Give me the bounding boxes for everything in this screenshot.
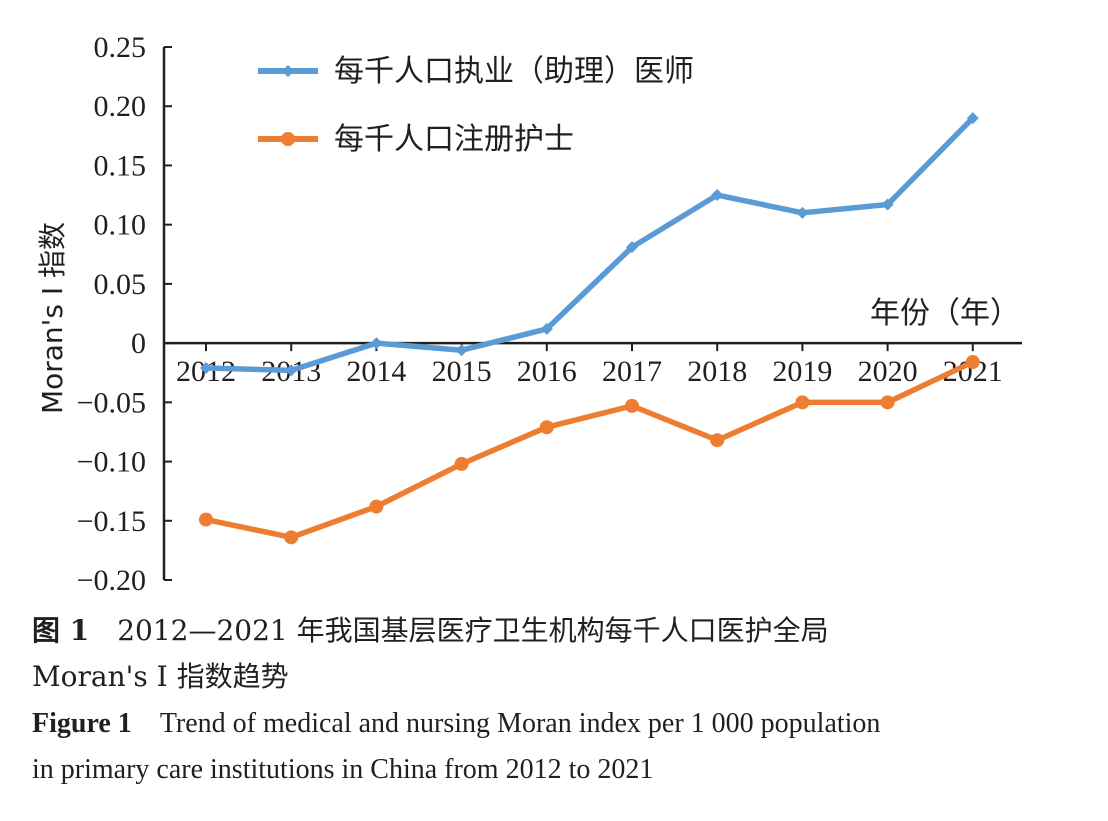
data-point <box>454 456 469 471</box>
data-point <box>711 189 724 202</box>
data-point <box>369 499 384 514</box>
series-nurses <box>199 355 980 545</box>
data-point <box>965 355 980 370</box>
series-line <box>203 115 976 374</box>
series-line <box>203 359 976 541</box>
series-layer <box>199 112 980 545</box>
data-point <box>199 512 213 527</box>
y-tick-label: 0.15 <box>94 149 147 182</box>
caption-en-line-1: Trend of medical and nursing Moran index… <box>159 708 881 739</box>
data-point <box>880 395 895 410</box>
data-point <box>370 337 383 350</box>
data-point <box>625 398 639 413</box>
y-axis: 0.25 0.20 0.15 0.10 0.05 0 −0.05 −0.10 −0.15 −0.2… <box>77 31 172 597</box>
data-point <box>200 361 212 374</box>
y-tick-label: −0.10 <box>77 446 146 479</box>
caption-figure-label-cn: 图 1 <box>32 614 90 647</box>
data-point <box>881 198 894 211</box>
data-point <box>626 241 638 254</box>
series-physicians <box>200 112 979 377</box>
y-tick-label: 0.25 <box>94 31 147 64</box>
y-tick-label: 0 <box>131 327 146 360</box>
caption-cn-line-2: Moran's I 指数趋势 <box>32 660 289 693</box>
x-tick-label: 2016 <box>517 355 577 388</box>
data-point <box>710 433 725 448</box>
data-point <box>539 420 554 435</box>
x-tick-label: 2019 <box>772 355 832 388</box>
y-tick-label: 0.05 <box>94 268 147 301</box>
legend: 每千人口执业（助理）医师 每千人口注册护士 <box>258 54 694 157</box>
y-tick-label: −0.15 <box>77 505 146 538</box>
legend-item-nurses: 每千人口注册护士 <box>258 122 574 157</box>
y-tick-label: 0.20 <box>94 90 147 123</box>
y-tick-label: −0.20 <box>77 564 146 597</box>
data-point <box>796 206 809 219</box>
caption-cn-line-1: 2012—2021 年我国基层医疗卫生机构每千人口医护全局 <box>117 614 829 647</box>
data-point <box>284 530 299 545</box>
data-point <box>795 395 810 410</box>
x-axis: 2012201320142015201620172018201920202021 <box>164 341 1022 388</box>
legend-label-nurses: 每千人口注册护士 <box>334 122 574 157</box>
legend-marker-physicians <box>282 65 294 77</box>
data-point <box>285 364 298 377</box>
x-tick-label: 2014 <box>346 355 406 388</box>
data-point <box>455 344 468 357</box>
y-tick-label: 0.10 <box>94 209 147 242</box>
x-tick-label: 2018 <box>687 355 747 388</box>
caption-figure-label-en: Figure 1 <box>32 708 132 739</box>
line-chart: 0.25 0.20 0.15 0.10 0.05 0 −0.05 −0.10 −0.15 −0.2… <box>36 31 1022 597</box>
caption-en-line-2: in primary care institutions in China fr… <box>32 754 654 785</box>
figure-caption-english: Figure 1 Trend of medical and nursing Mor… <box>32 701 880 793</box>
data-point <box>966 112 979 125</box>
x-tick-label: 2017 <box>602 355 662 388</box>
x-tick-label: 2020 <box>858 355 918 388</box>
y-tick-label: −0.05 <box>77 386 146 419</box>
x-axis-title: 年份（年） <box>870 296 1020 331</box>
figure-caption-chinese: 图 1 2012—2021 年我国基层医疗卫生机构每千人口医护全局 Moran's… <box>32 608 829 700</box>
data-point <box>540 322 553 335</box>
legend-marker-nurses <box>281 132 295 146</box>
legend-item-physicians: 每千人口执业（助理）医师 <box>258 54 694 89</box>
x-tick-label: 2015 <box>432 355 492 388</box>
legend-label-physicians: 每千人口执业（助理）医师 <box>334 54 694 89</box>
y-axis-title: Moran's I 指数 <box>36 222 69 414</box>
